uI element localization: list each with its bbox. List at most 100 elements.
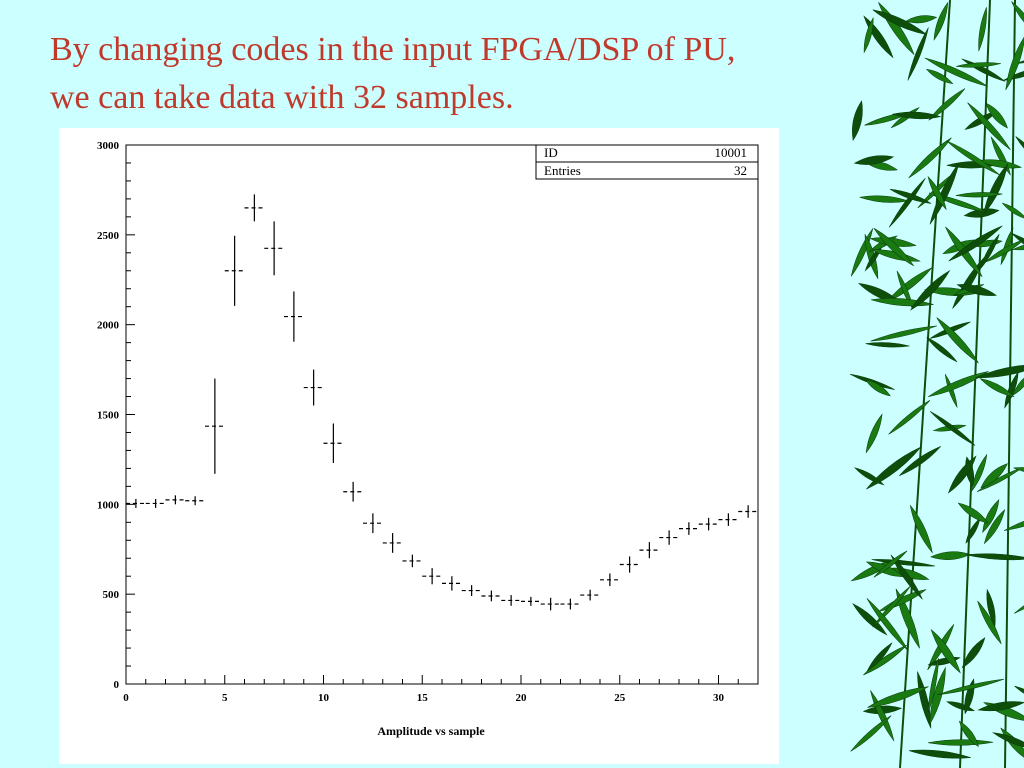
bamboo-leaf [890, 554, 923, 600]
bamboo-leaf [888, 177, 926, 228]
bamboo-leaf [979, 378, 1015, 398]
bamboo-leaf [930, 551, 971, 560]
data-point [284, 291, 304, 342]
stats-box: ID 10001 Entries 32 [535, 144, 759, 180]
data-point [363, 513, 383, 534]
data-point [580, 589, 600, 601]
bamboo-leaf [1005, 35, 1024, 91]
bamboo-leaf [908, 749, 971, 759]
bamboo-leaf [905, 15, 938, 24]
bamboo-leaf [983, 163, 1009, 216]
bamboo-leaf [1014, 577, 1024, 614]
bamboo-leaf [899, 446, 941, 476]
bamboo-leaf [908, 137, 952, 179]
bamboo-stem [1004, 0, 1016, 768]
bamboo-leaf [977, 701, 1024, 712]
data-point [481, 590, 502, 602]
chart: 0 5 10 15 20 25 30 0 500 1000 1500 2000 2500 3000 ID… [97, 140, 759, 738]
bamboo-leaf [927, 175, 947, 211]
data-point [718, 513, 739, 526]
data-point [501, 595, 521, 606]
y-tick-labels: 0 500 1000 1500 2000 2500 3000 [97, 140, 120, 691]
data-point [145, 498, 166, 508]
data-point [185, 496, 205, 506]
bamboo-leaf [864, 233, 879, 280]
bamboo-leaf [983, 508, 1006, 545]
axis-ticks [125, 144, 759, 685]
bamboo-leaf [850, 228, 874, 277]
bamboo-leaf [930, 628, 961, 674]
y-tick-label: 500 [103, 589, 120, 601]
bamboo-leaf [952, 257, 985, 309]
bamboo-leaf [971, 453, 988, 492]
bamboo-leaf [948, 225, 1003, 262]
bamboo-leaf [907, 27, 929, 81]
bamboo-leaf [853, 467, 885, 486]
bamboo-leaf [961, 637, 986, 669]
data-point [442, 576, 462, 591]
bamboo-leaf [909, 504, 933, 554]
data-point [224, 235, 245, 306]
bamboo-leaf [977, 600, 1002, 645]
bamboo-leaf [928, 371, 989, 397]
bamboo-leaf [865, 379, 891, 397]
bamboo-leaf [889, 188, 932, 204]
slide-title-line-1: By changing codes in the input FPGA/DSP … [50, 31, 736, 68]
bamboo-leaf [963, 208, 1000, 218]
bamboo-leaf [1002, 66, 1024, 81]
data-point [205, 378, 225, 474]
bamboo-leaf [929, 411, 976, 446]
stats-id-value: 10001 [715, 145, 748, 160]
bamboo-leaf [1012, 371, 1024, 396]
bamboo-leaf [965, 517, 981, 544]
y-tick-label: 2000 [97, 320, 120, 332]
bamboo-leaf [928, 88, 966, 121]
bamboo-leaf [955, 192, 1003, 198]
bamboo-leaf [1003, 509, 1024, 531]
bamboo-leaf [978, 7, 987, 52]
bamboo-leaf [986, 588, 996, 628]
bamboo-leaf [967, 102, 1011, 151]
y-tick-label: 1000 [97, 499, 120, 511]
bamboo-leaf [965, 553, 1024, 561]
x-tick-label: 20 [516, 692, 528, 704]
bamboo-leaf [870, 325, 938, 342]
data-point [659, 530, 679, 545]
x-tick-label: 30 [713, 692, 725, 704]
data-point [343, 481, 363, 502]
slide-title: By changing codes in the input FPGA/DSP … [50, 26, 870, 122]
bamboo-leaf [936, 317, 979, 364]
data-point [303, 369, 324, 406]
bamboo-leaf [979, 234, 1000, 270]
y-tick-label: 2500 [97, 230, 120, 242]
data-point [382, 533, 403, 553]
bamboo-leaf [853, 155, 895, 165]
bamboo-leaf [891, 111, 942, 120]
x-axis-label: Amplitude vs sample [377, 724, 485, 738]
bamboo-leaf [947, 455, 977, 494]
data-point [244, 194, 265, 222]
data-point [264, 221, 284, 276]
plot-panel: 0 5 10 15 20 25 30 0 500 1000 1500 2000 2500 3000 ID… [59, 128, 779, 764]
bamboo-leaf [1015, 136, 1024, 161]
bamboo-leaf [991, 732, 1024, 750]
bamboo-leaf [985, 102, 1008, 129]
x-tick-label: 25 [614, 692, 626, 704]
bamboo-leaf [852, 603, 888, 636]
x-tick-label: 10 [318, 692, 330, 704]
x-tick-label: 5 [222, 692, 228, 704]
bamboo-leaf [978, 159, 1022, 169]
plot-frame [125, 144, 759, 685]
bamboo-leaf [945, 374, 958, 408]
stats-entries-label: Entries [544, 163, 581, 178]
data-point [639, 542, 660, 559]
data-point [540, 597, 561, 611]
bamboo-leaf [866, 598, 909, 651]
data-point [402, 554, 423, 568]
bamboo-leaf [863, 16, 874, 54]
bamboo-leaf [1001, 202, 1024, 220]
data-point [600, 573, 620, 587]
data-point [521, 596, 541, 606]
bamboo-leaf [909, 269, 951, 311]
stats-id-label: ID [544, 145, 558, 160]
